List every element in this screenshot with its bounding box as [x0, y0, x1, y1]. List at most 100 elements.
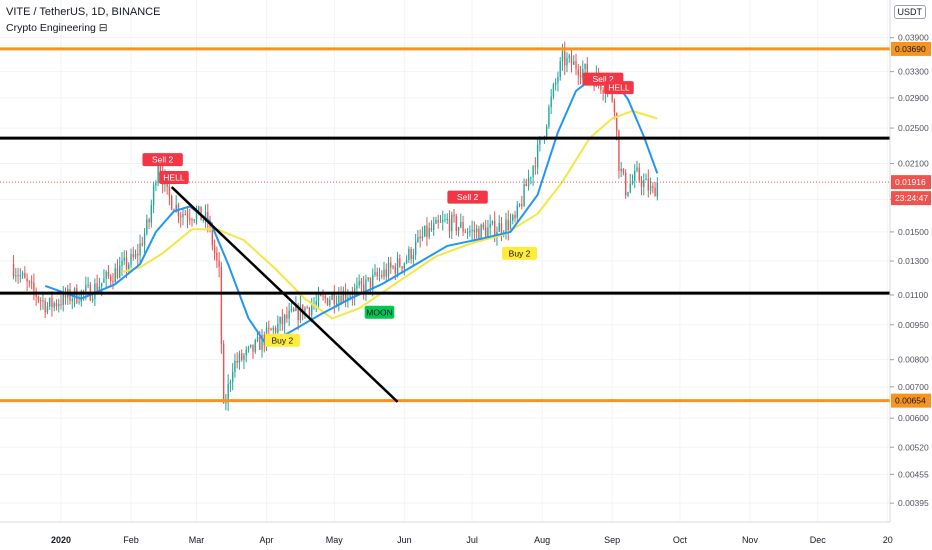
candle	[579, 66, 582, 85]
candle-body	[381, 275, 383, 277]
signal-label: Buy 2	[264, 333, 300, 347]
candle-body	[268, 327, 270, 329]
candle	[53, 301, 55, 312]
candle-body	[455, 216, 457, 231]
currency-button[interactable]: USDT	[893, 5, 926, 19]
candle-body	[182, 214, 184, 218]
candle	[222, 340, 225, 404]
signal-box	[142, 153, 183, 167]
y-tick-label: 0.00395	[898, 498, 929, 508]
candle	[148, 217, 150, 230]
candle-body	[478, 228, 480, 240]
candle-body	[100, 282, 103, 287]
candle-body	[250, 344, 252, 347]
candle	[241, 349, 243, 362]
candle	[317, 286, 320, 308]
candle-body	[292, 308, 295, 311]
candle-body	[62, 292, 64, 305]
candle	[582, 60, 584, 87]
candle	[521, 195, 523, 210]
candle-body	[46, 306, 49, 313]
candle	[439, 215, 442, 223]
candle-body	[383, 269, 385, 277]
candle	[313, 297, 315, 310]
candle-body	[82, 291, 85, 293]
candle-body	[150, 205, 153, 223]
candle	[193, 218, 195, 224]
candle-body	[491, 221, 494, 224]
candle-body	[96, 283, 98, 291]
candle-body	[44, 300, 46, 313]
candle-body	[433, 223, 435, 231]
candle	[340, 286, 342, 306]
candle-body	[288, 310, 290, 319]
candle	[399, 254, 401, 268]
candle-body	[419, 236, 421, 239]
candle	[234, 353, 236, 378]
candle-body	[290, 308, 293, 311]
candle-body	[143, 233, 146, 246]
candle	[87, 276, 89, 289]
candle-body	[403, 263, 406, 269]
y-tick-label: 0.02500	[898, 123, 929, 133]
signal-box	[264, 333, 300, 347]
candle-body	[297, 305, 299, 321]
candle-body	[410, 249, 412, 260]
candle-body	[498, 223, 500, 232]
candle	[98, 277, 101, 293]
candle	[42, 293, 44, 310]
candle-body	[331, 293, 333, 300]
candle-body	[559, 61, 561, 78]
candle-body	[568, 55, 570, 58]
candle-body	[484, 227, 487, 237]
x-tick-label: 20	[883, 535, 893, 545]
candle-body	[152, 185, 155, 206]
candle-body	[121, 260, 123, 266]
candle	[33, 273, 35, 301]
candle	[564, 41, 566, 76]
candle-body	[457, 227, 460, 231]
candle-body	[159, 164, 162, 173]
candle-body	[274, 327, 277, 333]
candle-body	[654, 187, 656, 197]
candle	[123, 250, 125, 265]
candle-body	[58, 304, 60, 307]
x-tick-label: May	[326, 535, 344, 545]
candle	[652, 182, 654, 194]
x-tick-label: Apr	[260, 535, 274, 545]
candle-body	[272, 327, 275, 331]
candle	[137, 244, 139, 266]
candle	[37, 295, 40, 304]
y-tick-label: 0.00600	[898, 413, 929, 423]
candle-body	[168, 186, 171, 196]
candle-body	[396, 258, 399, 274]
signal-label: Sell 2	[447, 190, 488, 204]
candle-body	[259, 337, 261, 350]
candle-body	[193, 219, 195, 221]
candle	[329, 296, 331, 308]
candle-body	[112, 280, 114, 283]
x-tick-label: Jul	[466, 535, 478, 545]
candle-body	[613, 100, 616, 113]
candle	[207, 203, 209, 233]
candle-body	[299, 304, 302, 321]
candle-body	[471, 229, 473, 231]
candle	[536, 137, 539, 175]
candle	[527, 169, 530, 191]
candle-body	[428, 227, 430, 237]
candle-body	[500, 223, 503, 234]
candle	[279, 316, 281, 331]
candle	[184, 209, 186, 216]
candle-body	[87, 284, 89, 286]
candle	[426, 217, 428, 247]
candle	[462, 215, 464, 236]
candle-body	[76, 288, 78, 303]
candle	[365, 274, 367, 302]
candle-body	[615, 112, 618, 131]
candle	[247, 345, 250, 353]
candle-body	[554, 82, 557, 85]
y-tick-label: 0.03900	[898, 33, 929, 43]
x-tick-label: Nov	[742, 535, 759, 545]
candle	[645, 173, 647, 181]
